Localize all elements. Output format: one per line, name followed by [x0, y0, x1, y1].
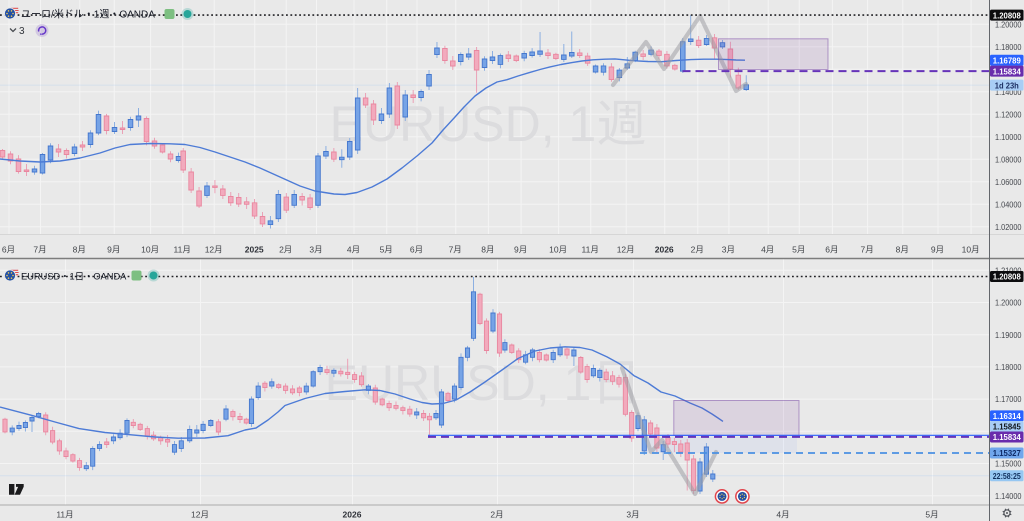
svg-text:ユーロ/米ドル・1週・OANDA: ユーロ/米ドル・1週・OANDA	[21, 7, 155, 20]
svg-text:3月: 3月	[722, 245, 735, 255]
svg-text:1.15834: 1.15834	[993, 66, 1021, 76]
svg-text:5月: 5月	[380, 245, 393, 255]
svg-text:8月: 8月	[896, 245, 909, 255]
svg-text:1.20808: 1.20808	[993, 10, 1021, 20]
svg-text:12月: 12月	[205, 245, 223, 255]
svg-text:1.15327: 1.15327	[993, 448, 1021, 458]
svg-text:3: 3	[19, 26, 25, 37]
svg-text:5月: 5月	[925, 510, 938, 520]
svg-text:1.12000: 1.12000	[995, 109, 1022, 119]
svg-text:1.14000: 1.14000	[995, 87, 1022, 97]
svg-text:1.15834: 1.15834	[993, 432, 1021, 442]
svg-text:6月: 6月	[410, 245, 423, 255]
svg-text:1.08000: 1.08000	[995, 154, 1022, 164]
svg-text:10月: 10月	[549, 245, 567, 255]
svg-text:3月: 3月	[309, 245, 322, 255]
svg-text:2月: 2月	[691, 245, 704, 255]
svg-text:11月: 11月	[56, 510, 73, 520]
svg-text:1.20000: 1.20000	[995, 298, 1022, 308]
svg-text:10月: 10月	[141, 245, 159, 255]
svg-text:7月: 7月	[860, 245, 873, 255]
svg-text:1.18000: 1.18000	[995, 42, 1022, 52]
svg-text:9月: 9月	[514, 245, 527, 255]
svg-text:9月: 9月	[931, 245, 944, 255]
svg-text:1.10000: 1.10000	[995, 132, 1022, 142]
svg-text:2月: 2月	[490, 510, 503, 520]
svg-text:3月: 3月	[626, 510, 639, 520]
svg-text:4月: 4月	[761, 245, 774, 255]
svg-text:7月: 7月	[449, 245, 462, 255]
svg-text:7月: 7月	[33, 245, 46, 255]
svg-text:1.17000: 1.17000	[995, 394, 1022, 404]
svg-text:1.15845: 1.15845	[993, 422, 1021, 432]
svg-text:4月: 4月	[347, 245, 360, 255]
svg-text:1.06000: 1.06000	[995, 177, 1022, 187]
svg-text:1.19000: 1.19000	[995, 330, 1022, 340]
svg-text:2月: 2月	[279, 245, 292, 255]
svg-text:4月: 4月	[776, 510, 789, 520]
svg-text:1.20808: 1.20808	[993, 272, 1021, 282]
svg-text:9月: 9月	[107, 245, 120, 255]
svg-text:8月: 8月	[73, 245, 86, 255]
svg-text:11月: 11月	[174, 245, 191, 255]
svg-text:12月: 12月	[191, 510, 209, 520]
svg-text:EURUSD・1日・OANDA: EURUSD・1日・OANDA	[21, 271, 127, 281]
svg-text:6月: 6月	[825, 245, 838, 255]
svg-text:12月: 12月	[617, 245, 635, 255]
svg-text:10月: 10月	[962, 245, 980, 255]
svg-text:1.02000: 1.02000	[995, 222, 1022, 232]
svg-text:1.16314: 1.16314	[993, 411, 1021, 421]
svg-text:1.04000: 1.04000	[995, 199, 1022, 209]
svg-text:5月: 5月	[792, 245, 805, 255]
svg-text:1.16789: 1.16789	[993, 56, 1021, 66]
svg-text:2026: 2026	[343, 510, 362, 520]
svg-text:1.15000: 1.15000	[995, 459, 1022, 469]
svg-text:11月: 11月	[582, 245, 599, 255]
svg-text:22:58:25: 22:58:25	[993, 471, 1021, 481]
svg-text:2025: 2025	[245, 245, 264, 255]
svg-text:6月: 6月	[2, 245, 15, 255]
svg-text:EURUSD, 1週: EURUSD, 1週	[330, 96, 647, 152]
svg-text:1.18000: 1.18000	[995, 362, 1022, 372]
svg-text:1.14000: 1.14000	[995, 491, 1022, 501]
svg-text:1d 23h: 1d 23h	[995, 80, 1019, 90]
svg-text:2026: 2026	[655, 245, 674, 255]
svg-text:1.21000: 1.21000	[995, 265, 1022, 275]
svg-text:1.20000: 1.20000	[995, 19, 1022, 29]
svg-text:8月: 8月	[481, 245, 494, 255]
